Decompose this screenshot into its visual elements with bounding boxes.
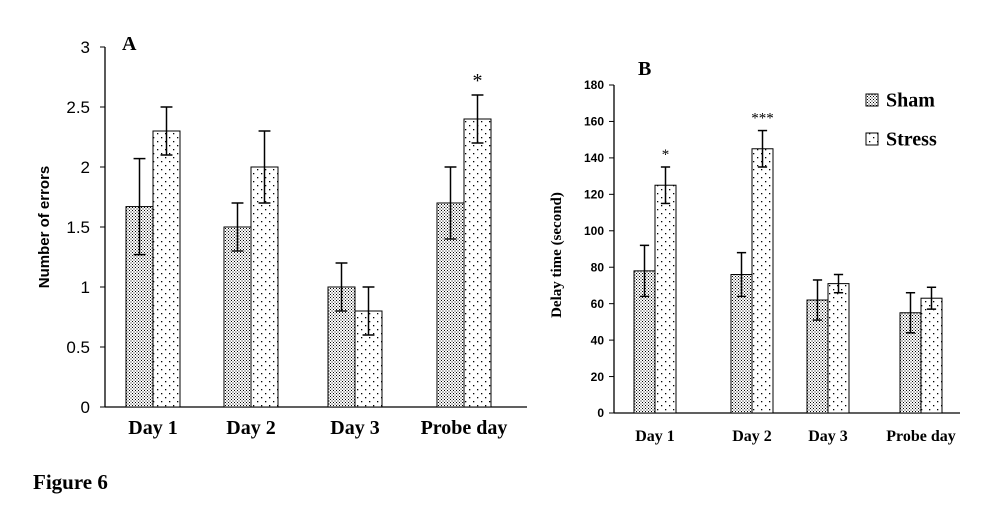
bar <box>920 297 943 414</box>
y-tick-label: 1.5 <box>66 218 90 237</box>
y-tick-label: 20 <box>591 370 605 384</box>
x-tick-label: Day 3 <box>808 428 848 445</box>
y-tick-label: 100 <box>584 224 604 238</box>
y-tick-label: 2.5 <box>66 98 90 117</box>
legend-swatch <box>865 93 879 107</box>
bar <box>223 226 252 408</box>
y-tick-label: 3 <box>81 38 90 57</box>
bar <box>463 118 492 408</box>
x-tick-label: Day 1 <box>635 428 675 445</box>
y-tick-label: 140 <box>584 151 604 165</box>
legend-label: Sham <box>886 90 935 112</box>
panel-label: A <box>122 33 137 55</box>
y-tick-label: 180 <box>584 78 604 92</box>
legend-swatch <box>865 132 879 146</box>
y-tick-label: 2 <box>81 158 90 177</box>
y-tick-label: 0.5 <box>66 338 90 357</box>
significance-marker: * <box>473 70 483 92</box>
x-tick-label: Day 2 <box>732 428 772 445</box>
x-tick-label: Day 2 <box>226 417 275 439</box>
chart-panel-a: 0 0.5 1 1.5 2 2.5 3 Day 1 Day 2 Day 3 Probe day * Nu… <box>36 33 527 439</box>
panel-label: B <box>638 58 651 80</box>
y-tick-label: 160 <box>584 115 604 129</box>
y-tick-label: 0 <box>597 406 604 420</box>
y-tick-label: 120 <box>584 188 604 202</box>
y-tick-label: 40 <box>591 333 605 347</box>
y-axis-label: Number of errors <box>36 166 53 289</box>
y-tick-label: 80 <box>591 260 605 274</box>
bar <box>827 283 850 414</box>
x-tick-label: Day 1 <box>128 417 177 439</box>
figure-caption: Figure 6 <box>33 470 108 494</box>
y-tick-label: 1 <box>81 278 90 297</box>
significance-marker: *** <box>751 111 774 127</box>
x-tick-label: Probe day <box>886 428 955 445</box>
y-axis-label: Delay time (second) <box>549 192 565 318</box>
x-tick-label: Day 3 <box>330 417 379 439</box>
chart-panel-b: 0 20 40 60 80 100 120 140 160 180 Day 1 Day 2 Day 3 P… <box>549 58 960 445</box>
bar <box>751 148 774 414</box>
y-tick-label: 60 <box>591 297 605 311</box>
bar <box>152 130 181 408</box>
significance-marker: * <box>662 147 670 163</box>
x-tick-label: Probe day <box>421 417 508 439</box>
bar <box>654 184 677 414</box>
y-tick-label: 0 <box>81 398 90 417</box>
legend-label: Stress <box>886 129 937 151</box>
